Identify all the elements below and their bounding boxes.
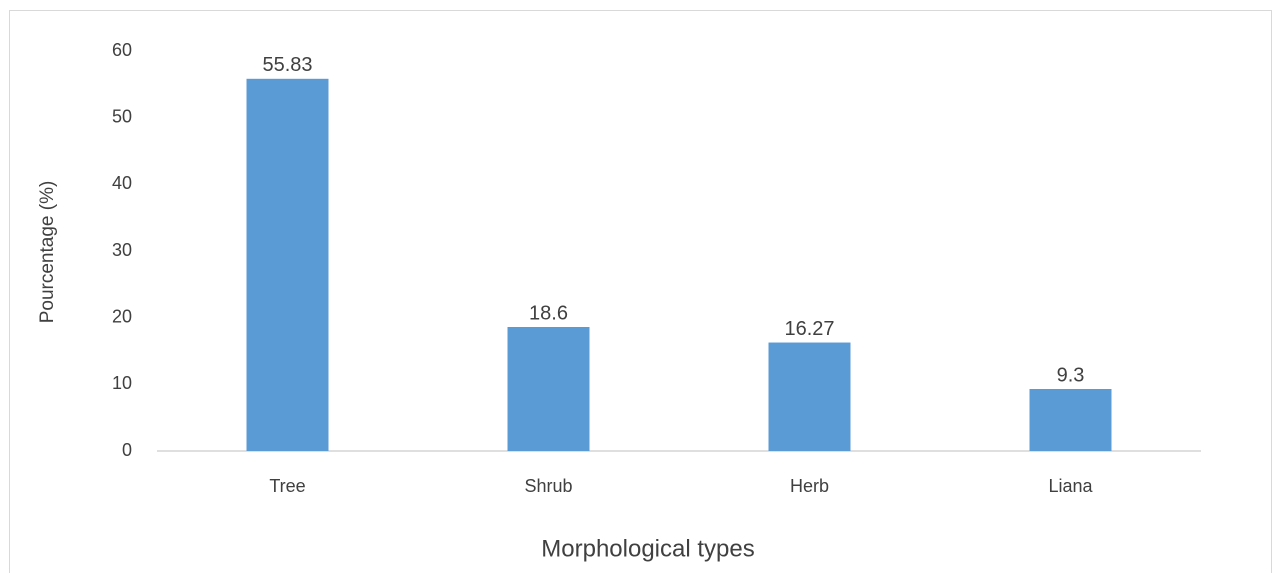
y-tick-label: 50 (112, 106, 132, 126)
y-tick-label: 40 (112, 173, 132, 193)
y-tick-label: 0 (122, 440, 132, 460)
x-tick-label: Tree (269, 476, 305, 496)
bar (507, 327, 590, 451)
chart-border (9, 10, 1272, 578)
y-tick-label: 10 (112, 373, 132, 393)
y-axis-title: Pourcentage (%) (37, 181, 58, 324)
data-label: 55.83 (262, 54, 312, 76)
bar (246, 78, 329, 452)
y-tick-label: 60 (112, 40, 132, 60)
data-label: 9.3 (1057, 364, 1085, 386)
bar (768, 342, 851, 451)
x-axis-title: Morphological types (541, 535, 754, 562)
y-tick-label: 30 (112, 240, 132, 260)
y-tick-label: 20 (112, 306, 132, 326)
bar (1029, 389, 1112, 451)
x-tick-label: Herb (790, 476, 829, 496)
data-label: 18.6 (529, 302, 568, 324)
data-label: 16.27 (784, 318, 834, 340)
x-tick-label: Shrub (524, 476, 572, 496)
x-tick-label: Liana (1048, 476, 1093, 496)
